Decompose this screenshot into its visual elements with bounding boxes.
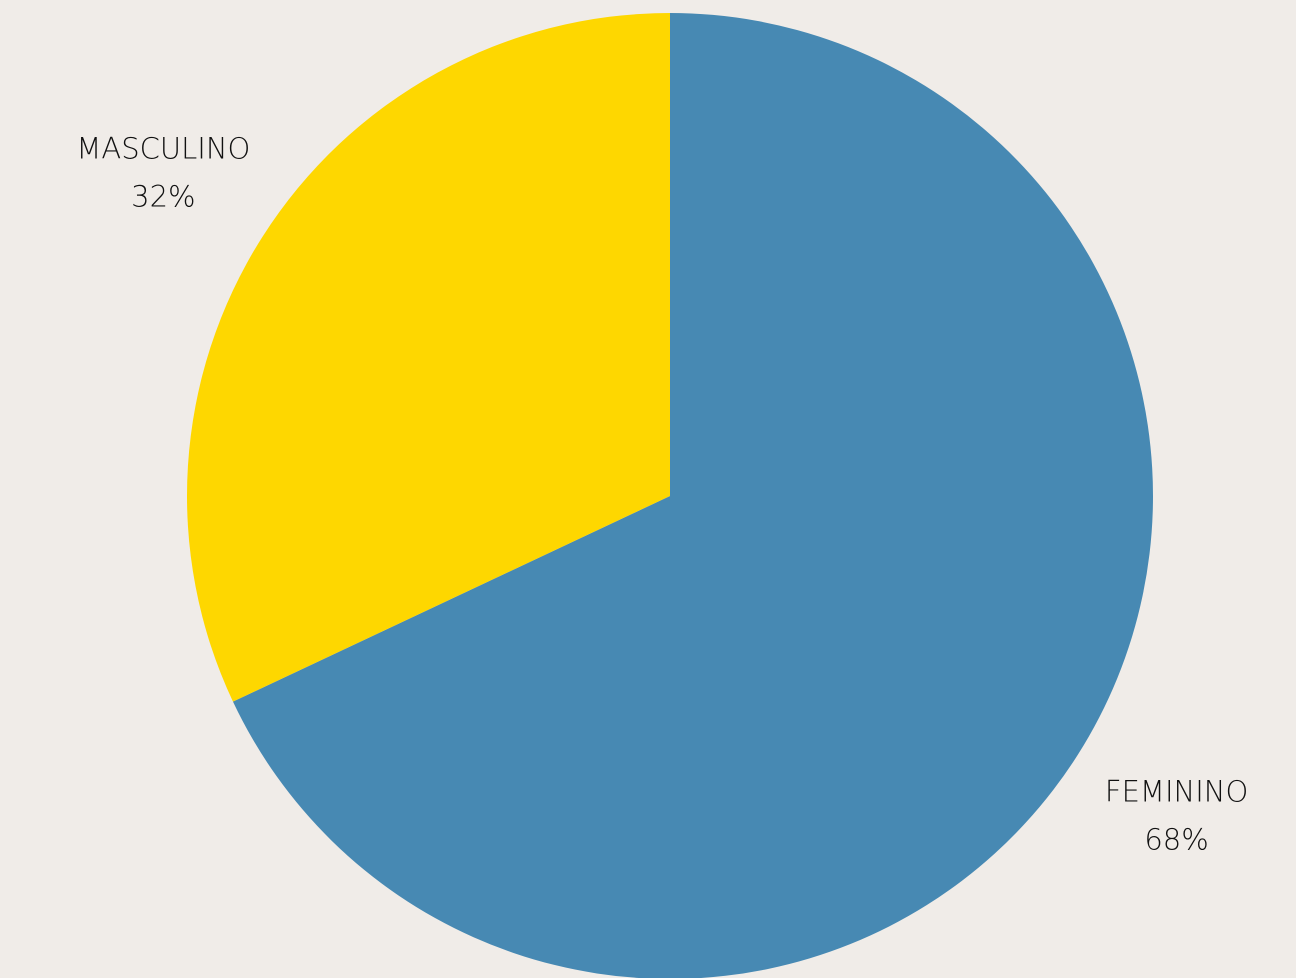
slice-value-label: 32% — [131, 180, 195, 214]
slice-value-label: 68% — [1144, 822, 1208, 856]
pie-slice — [232, 13, 1153, 978]
pie-slice — [186, 13, 671, 702]
slice-label: FEMININO — [1105, 774, 1248, 808]
slice-label: MASCULINO — [76, 132, 250, 166]
